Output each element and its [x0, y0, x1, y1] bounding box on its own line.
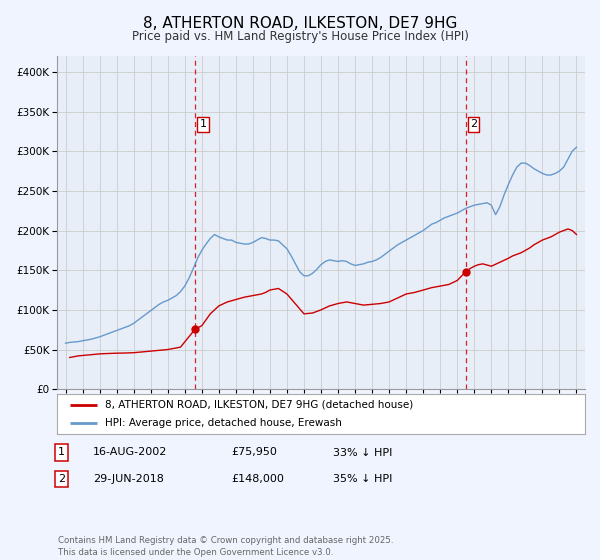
Text: £148,000: £148,000 — [231, 474, 284, 484]
Text: 16-AUG-2002: 16-AUG-2002 — [93, 447, 167, 458]
Text: 1: 1 — [200, 119, 206, 129]
Text: £75,950: £75,950 — [231, 447, 277, 458]
Text: HPI: Average price, detached house, Erewash: HPI: Average price, detached house, Erew… — [104, 418, 341, 428]
Text: 2: 2 — [470, 119, 477, 129]
Text: 1: 1 — [58, 447, 65, 458]
Text: Contains HM Land Registry data © Crown copyright and database right 2025.
This d: Contains HM Land Registry data © Crown c… — [58, 536, 394, 557]
Text: 8, ATHERTON ROAD, ILKESTON, DE7 9HG (detached house): 8, ATHERTON ROAD, ILKESTON, DE7 9HG (det… — [104, 400, 413, 409]
Text: Price paid vs. HM Land Registry's House Price Index (HPI): Price paid vs. HM Land Registry's House … — [131, 30, 469, 43]
Text: 35% ↓ HPI: 35% ↓ HPI — [333, 474, 392, 484]
Text: 29-JUN-2018: 29-JUN-2018 — [93, 474, 164, 484]
Text: 2: 2 — [58, 474, 65, 484]
Text: 8, ATHERTON ROAD, ILKESTON, DE7 9HG: 8, ATHERTON ROAD, ILKESTON, DE7 9HG — [143, 16, 457, 31]
Text: 33% ↓ HPI: 33% ↓ HPI — [333, 447, 392, 458]
